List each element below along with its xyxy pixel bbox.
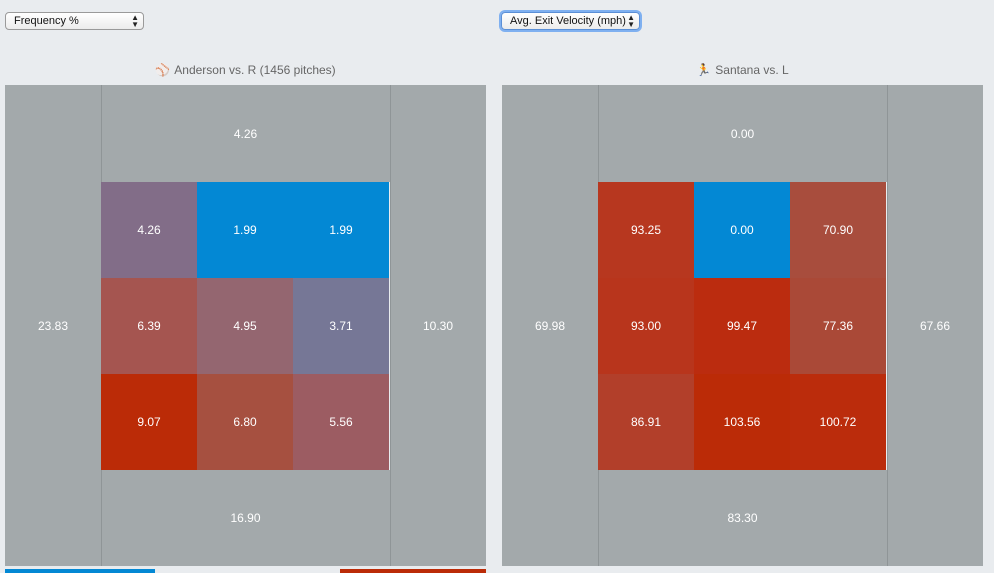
- zone-value-label: 70.90: [822, 223, 854, 237]
- zone-value-label: 0.00: [730, 223, 754, 237]
- metric-select-left[interactable]: Frequency % ▲ ▼: [5, 12, 144, 30]
- strike-zone-cell: 3.71: [293, 278, 389, 374]
- strike-zone-heatmap-right: 69.98 67.66 0.00 83.30 93.25 0.00 70.90 93.00 99…: [502, 85, 983, 566]
- outer-zone-bottom: 83.30: [598, 470, 887, 566]
- select-arrows-icon: ▲ ▼: [131, 13, 139, 29]
- right-chart-title-text: Santana vs. L: [715, 63, 789, 77]
- outer-zone-left: 69.98: [502, 85, 598, 566]
- strike-zone-cell: 5.56: [293, 374, 389, 470]
- strike-zone-cell: 93.00: [598, 278, 694, 374]
- strike-zone-cell: 86.91: [598, 374, 694, 470]
- strike-zone-cell: 70.90: [790, 182, 886, 278]
- legend-bar-high: [340, 569, 486, 573]
- strike-zone-cell: 100.72: [790, 374, 886, 470]
- zone-value-label: 1.99: [233, 223, 257, 237]
- outer-zone-left: 23.83: [5, 85, 101, 566]
- zone-value-label: 100.72: [819, 415, 857, 429]
- strike-zone-cell: 99.47: [694, 278, 790, 374]
- outer-zone-top: 0.00: [598, 85, 887, 182]
- strike-zone-cell: 1.99: [293, 182, 389, 278]
- zone-value-label: 4.95: [233, 319, 257, 333]
- strike-zone-cell: 1.99: [197, 182, 293, 278]
- zone-value-label: 77.36: [822, 319, 854, 333]
- zone-value-label: 67.66: [919, 318, 951, 333]
- legend-bar-low: [5, 569, 155, 573]
- zone-value-label: 83.30: [727, 511, 758, 525]
- strike-zone-cell: 9.07: [101, 374, 197, 470]
- zone-value-label: 3.71: [329, 319, 353, 333]
- zone-value-label: 0.00: [730, 126, 755, 141]
- zone-value-label: 93.25: [630, 223, 662, 237]
- zone-value-label: 5.56: [329, 415, 353, 429]
- zone-value-label: 103.56: [723, 415, 761, 429]
- metric-select-right[interactable]: Avg. Exit Velocity (mph) ▲ ▼: [501, 12, 640, 30]
- zone-value-label: 99.47: [726, 319, 758, 333]
- zone-value-label: 6.39: [137, 319, 161, 333]
- select-arrows-icon: ▲ ▼: [627, 13, 635, 29]
- zone-value-label: 1.99: [329, 223, 353, 237]
- zone-value-label: 4.26: [233, 126, 258, 141]
- strike-zone-cell: 4.95: [197, 278, 293, 374]
- zone-value-label: 9.07: [137, 415, 161, 429]
- strike-zone-heatmap-left: 23.83 10.30 4.26 16.90 4.26 1.99 1.99 6.39 4.95 3…: [5, 85, 486, 566]
- strike-zone-cell: 0.00: [694, 182, 790, 278]
- outer-zone-right: 10.30: [390, 85, 486, 566]
- zone-value-label: 69.98: [534, 318, 566, 333]
- zone-divider: [887, 85, 888, 566]
- strike-zone-cell: 6.80: [197, 374, 293, 470]
- right-chart-title: 🏃 Santana vs. L: [502, 63, 983, 77]
- strike-zone-cell: 93.25: [598, 182, 694, 278]
- strike-zone-cell: 6.39: [101, 278, 197, 374]
- zone-divider: [390, 85, 391, 566]
- strike-zone-cell: 77.36: [790, 278, 886, 374]
- left-chart-title-text: Anderson vs. R (1456 pitches): [174, 63, 336, 77]
- zone-value-label: 23.83: [37, 318, 69, 333]
- left-chart-title: ⚾ Anderson vs. R (1456 pitches): [5, 63, 486, 77]
- outer-zone-bottom: 16.90: [101, 470, 390, 566]
- zone-value-label: 6.80: [233, 415, 257, 429]
- outer-zone-right: 67.66: [887, 85, 983, 566]
- outer-zone-top: 4.26: [101, 85, 390, 182]
- zone-value-label: 4.26: [137, 223, 161, 237]
- zone-value-label: 16.90: [230, 511, 261, 525]
- metric-select-left-value: Frequency %: [14, 15, 79, 27]
- strike-zone-cell: 103.56: [694, 374, 790, 470]
- zone-value-label: 93.00: [630, 319, 662, 333]
- strike-zone-cell: 4.26: [101, 182, 197, 278]
- zone-value-label: 10.30: [422, 318, 454, 333]
- metric-select-right-value: Avg. Exit Velocity (mph): [510, 15, 626, 27]
- baseball-icon: ⚾: [155, 63, 171, 77]
- zone-value-label: 86.91: [630, 415, 662, 429]
- runner-icon: 🏃: [696, 63, 712, 77]
